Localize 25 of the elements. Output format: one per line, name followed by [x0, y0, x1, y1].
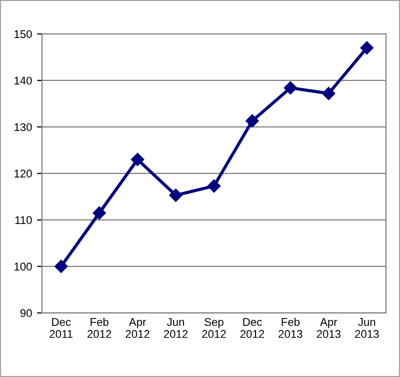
x-tick-label: Feb 2012 — [88, 318, 112, 338]
point — [54, 260, 68, 273]
point — [246, 114, 259, 128]
x-tick-label: Apr 2012 — [126, 318, 150, 338]
x-tick-label: Feb 2013 — [278, 318, 302, 338]
point — [130, 152, 144, 166]
y-tick-label: 110 — [15, 216, 32, 224]
x-tick-label: Dec 2011 — [50, 318, 73, 338]
y-tick-label: 100 — [14, 262, 32, 271]
y-tick-label: 90 — [20, 309, 32, 318]
y-tick-label: 150 — [14, 30, 32, 38]
point — [284, 81, 298, 94]
x-tick-label: Jun 2013 — [355, 318, 379, 338]
point — [322, 86, 336, 100]
y-tick-label: 130 — [14, 123, 32, 132]
x-tick-label: Sep 2012 — [202, 318, 226, 338]
y-tick-label: 140 — [14, 76, 32, 85]
x-tick-label: Jun 2012 — [164, 318, 188, 338]
point — [207, 179, 221, 193]
y-tick-label: 120 — [14, 170, 32, 178]
x-tick-label: Dec 2012 — [240, 318, 264, 338]
point — [360, 41, 374, 54]
x-tick-label: Apr 2013 — [316, 318, 341, 338]
point — [92, 206, 106, 220]
point — [169, 188, 182, 202]
